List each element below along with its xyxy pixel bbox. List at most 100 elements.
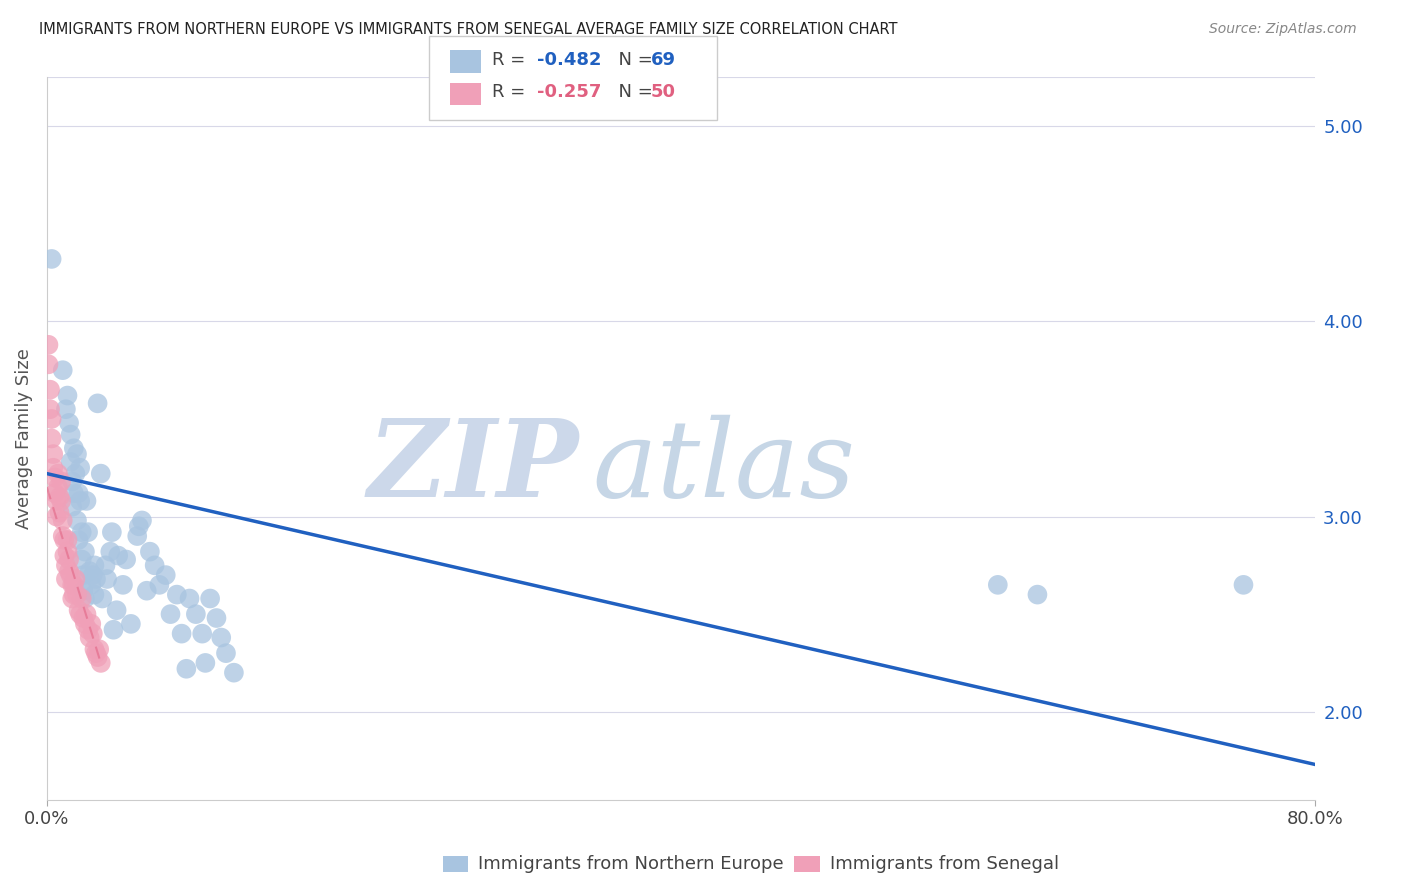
Text: -0.482: -0.482 [537,51,602,69]
Point [83,588,105,602]
Point [82,626,104,640]
Point [52,529,75,543]
Point [91,591,114,606]
Point [80,578,103,592]
Point [56,388,79,402]
Point [148,578,170,592]
Point [46,480,69,494]
Point [37,357,59,371]
Point [96,572,118,586]
Point [120,616,142,631]
Point [60,578,83,592]
Point [115,552,138,566]
Text: atlas: atlas [592,415,855,520]
Point [131,513,153,527]
Point [176,662,198,676]
Point [205,611,228,625]
Point [67,603,90,617]
Point [55,572,77,586]
Point [1232,578,1254,592]
Point [72,583,94,598]
Point [46,467,69,481]
Point [80,616,103,631]
Point [59,568,82,582]
Point [39,383,62,397]
Point [94,558,117,573]
Point [69,460,91,475]
Point [37,338,59,352]
Point [111,578,134,592]
Point [79,631,101,645]
Point [84,646,107,660]
Point [53,533,76,547]
Point [49,494,72,508]
Text: N =: N = [607,51,659,69]
Text: Immigrants from Northern Europe: Immigrants from Northern Europe [478,855,783,873]
Point [63,588,86,602]
Point [41,252,63,266]
Point [194,656,217,670]
Point [143,558,166,573]
Point [198,591,221,606]
Point [60,591,83,606]
Point [59,427,82,442]
Point [48,506,70,520]
Point [127,529,149,543]
Point [86,650,108,665]
Point [69,494,91,508]
Point [52,513,75,527]
Point [72,568,94,582]
Point [191,626,214,640]
Point [105,603,128,617]
Point [76,607,98,621]
Point [48,490,70,504]
Text: 50: 50 [651,83,676,101]
Text: N =: N = [607,83,659,101]
Point [63,578,86,592]
Point [70,552,93,566]
Point [90,656,112,670]
Point [58,416,80,430]
Point [179,591,201,606]
Point [135,583,157,598]
Text: R =: R = [492,51,531,69]
Point [98,544,121,558]
Point [73,544,96,558]
Point [73,616,96,631]
Point [83,558,105,573]
Point [45,494,67,508]
Point [76,494,98,508]
Point [184,607,207,621]
Point [70,591,93,606]
Point [222,665,245,680]
Point [72,611,94,625]
Point [67,486,90,500]
Point [987,578,1010,592]
Point [66,513,89,527]
Point [65,572,87,586]
Point [56,544,79,558]
Point [86,396,108,410]
Point [82,568,104,582]
Point [73,591,96,606]
Point [79,564,101,578]
Text: -0.257: -0.257 [537,83,602,101]
Point [41,412,63,426]
Point [170,626,193,640]
Point [83,642,105,657]
Point [58,564,80,578]
Point [44,470,66,484]
Point [65,467,87,481]
Point [39,402,62,417]
Text: 69: 69 [651,51,676,69]
Point [63,442,86,456]
Point [42,460,65,475]
Point [90,467,112,481]
Text: R =: R = [492,83,531,101]
Point [56,533,79,547]
Point [139,544,162,558]
Point [59,455,82,469]
Point [89,642,111,657]
Point [215,646,238,660]
Point [67,533,90,547]
